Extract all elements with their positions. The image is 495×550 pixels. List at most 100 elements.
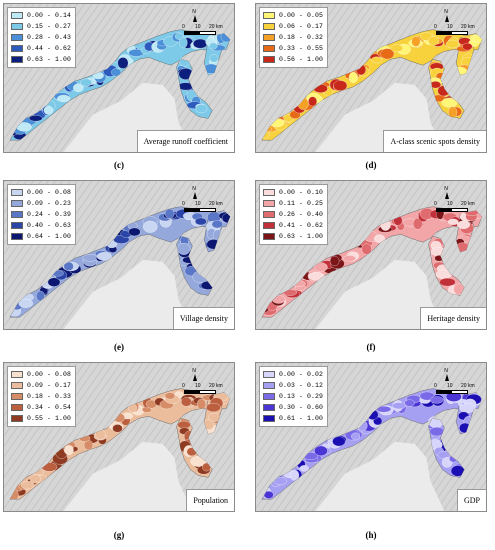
township-unit: [290, 469, 300, 481]
scale-tick: 0: [182, 383, 185, 389]
scale-bar: [184, 31, 216, 35]
township-unit: [209, 54, 219, 63]
township-unit: [177, 420, 191, 429]
legend-label: 0.00 - 0.02: [279, 371, 324, 378]
legend-label: 0.06 - 0.17: [279, 23, 324, 30]
legend-swatch: [263, 222, 275, 229]
township-unit: [164, 208, 175, 219]
map-legend: 0.00 - 0.14 0.15 - 0.27 0.28 - 0.43 0.44 - …: [7, 7, 77, 68]
legend-label: 0.03 - 0.12: [279, 382, 324, 389]
legend-swatch: [263, 393, 275, 400]
legend-swatch: [11, 382, 23, 389]
township-unit: [332, 436, 346, 447]
legend-swatch: [11, 233, 23, 240]
legend-label: 0.56 - 1.00: [279, 56, 324, 63]
north-label: N: [444, 368, 448, 374]
legend-swatch: [263, 45, 275, 52]
township-unit: [351, 432, 360, 441]
north-label: N: [192, 9, 196, 15]
legend-swatch: [11, 393, 23, 400]
township-unit: [117, 57, 129, 69]
township-unit: [181, 397, 192, 407]
panel-tag: (f): [366, 342, 376, 352]
township-unit: [195, 104, 208, 114]
legend-swatch: [263, 34, 275, 41]
map-panel-c: 0.00 - 0.14 0.15 - 0.27 0.28 - 0.43 0.44 - …: [3, 3, 235, 153]
legend-swatch: [11, 222, 23, 229]
legend-swatch: [263, 200, 275, 207]
township-unit: [404, 399, 415, 407]
township-unit: [348, 72, 358, 83]
township-unit: [439, 277, 456, 287]
township-unit: [390, 44, 403, 53]
legend-entry: 0.18 - 0.32: [263, 32, 323, 43]
north-arrow-icon: [193, 374, 197, 381]
township-unit: [274, 477, 287, 486]
township-unit: [371, 56, 383, 64]
legend-swatch: [263, 233, 275, 240]
variable-label: GDP: [456, 489, 486, 511]
township-unit: [82, 254, 99, 262]
legend-label: 0.55 - 1.00: [27, 415, 72, 422]
legend-label: 0.00 - 0.10: [279, 189, 324, 196]
plain-area: [315, 259, 445, 329]
township-unit: [57, 94, 71, 103]
legend-label: 0.64 - 1.00: [27, 233, 72, 240]
legend-entry: 0.00 - 0.08: [11, 187, 71, 198]
legend-entry: 0.34 - 0.54: [11, 402, 71, 413]
legend-entry: 0.56 - 1.00: [263, 54, 323, 65]
variable-label: A-class scenic spots density: [383, 130, 486, 152]
legend-entry: 0.63 - 1.00: [263, 231, 323, 242]
township-unit: [177, 242, 191, 255]
north-arrow-icon: [193, 192, 197, 199]
legend-entry: 0.00 - 0.02: [263, 369, 323, 380]
legend-entry: 0.00 - 0.08: [11, 369, 71, 380]
legend-swatch: [11, 45, 23, 52]
township-unit: [47, 277, 61, 287]
scale-tick: 10: [195, 24, 201, 30]
township-unit: [441, 97, 458, 108]
plain-area: [63, 259, 193, 329]
township-unit: [112, 424, 123, 433]
township-unit: [179, 37, 188, 49]
legend-entry: 0.13 - 0.29: [263, 391, 323, 402]
map-legend: 0.00 - 0.08 0.09 - 0.17 0.18 - 0.33 0.34 - …: [7, 366, 77, 427]
scale-and-north: N 0 10 20 km: [432, 187, 478, 212]
map-panel-f: 0.00 - 0.10 0.11 - 0.25 0.26 - 0.40 0.41 - …: [255, 180, 487, 330]
legend-swatch: [263, 23, 275, 30]
legend-swatch: [11, 200, 23, 207]
legend-label: 0.44 - 0.62: [27, 45, 72, 52]
township-unit: [206, 403, 221, 412]
scale-tick: 20 km: [209, 201, 223, 207]
township-unit: [80, 78, 93, 87]
legend-swatch: [263, 56, 275, 63]
legend-label: 0.24 - 0.39: [27, 211, 72, 218]
legend-entry: 0.03 - 0.12: [263, 380, 323, 391]
township-unit: [462, 42, 473, 51]
map-canvas: [256, 4, 486, 152]
township-unit: [430, 396, 444, 404]
legend-entry: 0.64 - 1.00: [11, 231, 71, 242]
township-unit: [373, 234, 386, 243]
scale-bar: [436, 31, 468, 35]
legend-swatch: [11, 415, 23, 422]
north-label: N: [444, 9, 448, 15]
township-unit: [111, 68, 122, 77]
scale-and-north: N 0 10 20 km: [180, 187, 226, 212]
legend-entry: 0.41 - 0.62: [263, 220, 323, 231]
legend-swatch: [11, 404, 23, 411]
scale-tick: 0: [182, 24, 185, 30]
township-unit: [73, 83, 84, 92]
legend-swatch: [11, 56, 23, 63]
township-unit: [142, 220, 158, 233]
scale-tick: 20 km: [209, 383, 223, 389]
north-arrow-icon: [445, 15, 449, 22]
legend-label: 0.33 - 0.55: [279, 45, 324, 52]
legend-label: 0.09 - 0.17: [27, 382, 72, 389]
corridor-region: [9, 206, 231, 318]
legend-entry: 0.44 - 0.62: [11, 43, 71, 54]
township-unit: [29, 474, 42, 484]
legend-label: 0.15 - 0.27: [27, 23, 72, 30]
scale-tick: 0: [182, 201, 185, 207]
legend-swatch: [263, 382, 275, 389]
